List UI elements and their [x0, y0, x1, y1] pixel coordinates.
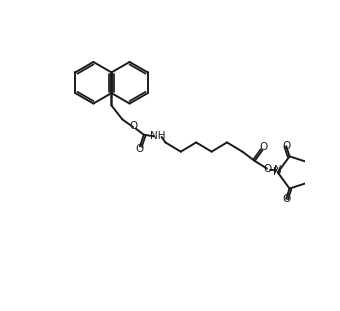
Text: O: O	[129, 121, 137, 131]
Text: O: O	[259, 142, 267, 152]
Text: N: N	[273, 167, 281, 177]
Text: O: O	[263, 164, 271, 174]
Text: NH: NH	[150, 131, 166, 141]
Text: O: O	[135, 144, 143, 154]
Text: N: N	[274, 165, 282, 175]
Text: O: O	[282, 141, 290, 151]
Text: O: O	[282, 194, 290, 204]
